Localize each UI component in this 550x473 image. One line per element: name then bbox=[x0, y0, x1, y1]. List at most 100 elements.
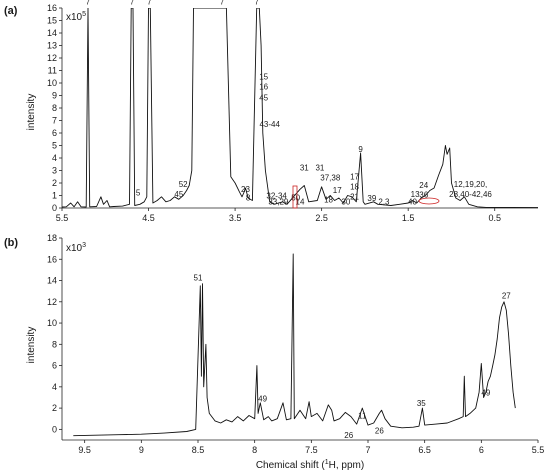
panel-a-x-tick-label: 0.5 bbox=[488, 213, 501, 223]
panel-b-y-label: intensity bbox=[26, 327, 37, 364]
panel-a-peak-label: 17 bbox=[333, 186, 342, 195]
panel-a-peak-label: 12,19,20, bbox=[454, 180, 487, 189]
panel-a-peak-label: 31 bbox=[300, 164, 309, 173]
panel-a-y-tick-label: 9 bbox=[52, 91, 57, 101]
panel-a-y-tick-label: 7 bbox=[52, 116, 57, 126]
panel-b-annotations: 51 49 11 26 26 35 49 27 bbox=[194, 274, 512, 440]
panel-b-label: (b) bbox=[4, 237, 18, 249]
panel-b-y-tick-label: 12 bbox=[47, 297, 57, 307]
panel-b-y-tick-label: 6 bbox=[52, 361, 57, 371]
panel-a-peak-label: 31 bbox=[315, 164, 324, 173]
panel-b-y-tick-label: 2 bbox=[52, 403, 57, 413]
panel-a: (a) intensity x105 012345678910111213141… bbox=[4, 0, 538, 223]
panel-a-peak-label: 40 bbox=[408, 197, 417, 206]
panel-a-peak-label: 16 bbox=[259, 82, 268, 91]
panel-a-peak-label: 52 bbox=[179, 180, 188, 189]
panel-a-peak-label: 32-34 bbox=[266, 192, 287, 201]
panel-a-red-marker bbox=[292, 185, 298, 209]
panel-a-peak-label: 23 bbox=[241, 185, 250, 194]
panel-a-peak-label: 28,40-42,46 bbox=[449, 190, 492, 199]
panel-a-y-tick-label: 6 bbox=[52, 128, 57, 138]
panel-a-peak-label: 14 bbox=[296, 197, 305, 206]
panel-b-x-tick-label: 8 bbox=[252, 445, 257, 455]
panel-a-peak-label: 36 bbox=[419, 190, 428, 199]
panel-b-x-tick-label: 7.5 bbox=[305, 445, 318, 455]
panel-b-x-tick-label: 8.5 bbox=[192, 445, 205, 455]
panel-b-multiplier-base: x10 bbox=[66, 243, 83, 254]
panel-a-y-tick-label: 3 bbox=[52, 166, 57, 176]
panel-b-y-tick-label: 14 bbox=[47, 276, 57, 286]
panel-a-plot bbox=[62, 8, 538, 208]
panel-a-y-tick-label: 5 bbox=[52, 141, 57, 151]
panel-b-y-tick-label: 4 bbox=[52, 382, 57, 392]
panel-a-spectrum-line bbox=[62, 8, 538, 208]
panel-a-peak-label: 15 bbox=[259, 72, 268, 81]
panel-a-peak-label: 37,38 bbox=[320, 174, 341, 183]
panel-a-y-tick-label: 12 bbox=[47, 53, 57, 63]
panel-a-peak-label: 7 bbox=[255, 0, 260, 6]
panel-b-peak-label: 35 bbox=[417, 399, 426, 408]
panel-a-y-tick-label: 4 bbox=[52, 153, 57, 163]
panel-a-peak-label: 50 bbox=[291, 194, 300, 203]
panel-a-peak-label: 5 bbox=[136, 189, 141, 198]
panel-b-x-tick-label: 7 bbox=[365, 445, 370, 455]
panel-b-x-tick-label: 5.5 bbox=[532, 445, 545, 455]
panel-b-x-label-main: Chemical shift ( bbox=[256, 460, 326, 471]
panel-b-x-tick-label: 9 bbox=[139, 445, 144, 455]
panel-a-x-tick-label: 4.5 bbox=[142, 213, 155, 223]
panel-a-peak-label: 2,3 bbox=[378, 197, 390, 206]
panel-a-multiplier-base: x10 bbox=[66, 12, 83, 23]
panel-b-peak-label: 11 bbox=[358, 412, 367, 421]
panel-a-y-tick-label: 8 bbox=[52, 103, 57, 113]
panel-a-peak-label: 21 bbox=[350, 192, 359, 201]
panel-a-y-tick-label: 11 bbox=[48, 66, 57, 76]
panel-a-peak-label: 18 bbox=[350, 182, 359, 191]
panel-a-peak-label: 13 bbox=[411, 190, 420, 199]
panel-a-peak-label: 7 bbox=[220, 0, 225, 6]
panel-b-peak-label: 49 bbox=[258, 395, 267, 404]
panel-a-label: (a) bbox=[4, 5, 18, 17]
panel-b-peak-label: 26 bbox=[344, 431, 353, 440]
panel-a-x-tick-label: 1.5 bbox=[402, 213, 415, 223]
panel-a-y-tick-label: 10 bbox=[47, 78, 57, 88]
panel-a-multiplier: x105 bbox=[66, 11, 86, 23]
panel-b-x-tick-label: 6.5 bbox=[418, 445, 431, 455]
panel-a-peak-label: 7 bbox=[130, 0, 135, 6]
panel-a-y-tick-label: 14 bbox=[47, 28, 57, 38]
panel-b-peak-label: 49 bbox=[481, 388, 490, 397]
panel-a-y-tick-label: 13 bbox=[47, 41, 57, 51]
panel-a-y-tick-label: 1 bbox=[52, 191, 57, 201]
panel-a-peak-label: 17 bbox=[350, 172, 359, 181]
panel-b-y-tick-label: 0 bbox=[52, 424, 57, 434]
panel-a-y-tick-label: 2 bbox=[52, 178, 57, 188]
panel-a-peak-label: 7 bbox=[147, 0, 152, 6]
panel-a-x-tick-label: 5.5 bbox=[56, 213, 69, 223]
panel-b-multiplier-exp: 3 bbox=[82, 242, 86, 249]
panel-a-peak-label: 45 bbox=[259, 94, 268, 103]
panel-a-y-label: intensity bbox=[26, 94, 37, 131]
panel-a-y-tick-label: 0 bbox=[52, 203, 57, 213]
panel-b-y-tick-label: 10 bbox=[47, 318, 57, 328]
panel-b-x-tick-label: 6 bbox=[479, 445, 484, 455]
panel-b-peak-label: 26 bbox=[375, 427, 384, 436]
panel-b-spectrum-line bbox=[73, 253, 516, 437]
panel-b-x-label-sup: 1 bbox=[325, 459, 329, 466]
panel-a-peak-label: 18 bbox=[324, 195, 333, 204]
panel-a-peak-label: 30 bbox=[341, 197, 350, 206]
panel-b-y-tick-label: 18 bbox=[47, 233, 57, 243]
panel-b-x-label: Chemical shift (1H, ppm) bbox=[256, 459, 364, 471]
panel-a-x-tick-label: 2.5 bbox=[315, 213, 328, 223]
panel-b-y-tick-label: 16 bbox=[47, 254, 57, 264]
panel-a-red-marker bbox=[418, 197, 440, 205]
panel-a-peak-label: 24 bbox=[419, 181, 428, 190]
panel-a-peak-label: 43-44 bbox=[259, 120, 280, 129]
panel-a-peak-label: 33,29 bbox=[268, 197, 289, 206]
panel-b-x-label-rest: H, ppm) bbox=[329, 460, 365, 471]
panel-a-multiplier-exp: 5 bbox=[82, 11, 86, 18]
panel-b-plot bbox=[73, 253, 516, 437]
panel-b-peak-label: 27 bbox=[502, 292, 511, 301]
panel-b-axes: 0 2 4 6 8 10 12 14 16 18 9.5 9 8.5 8 7.5 7 6.5 6 5.5 bbox=[47, 233, 544, 455]
